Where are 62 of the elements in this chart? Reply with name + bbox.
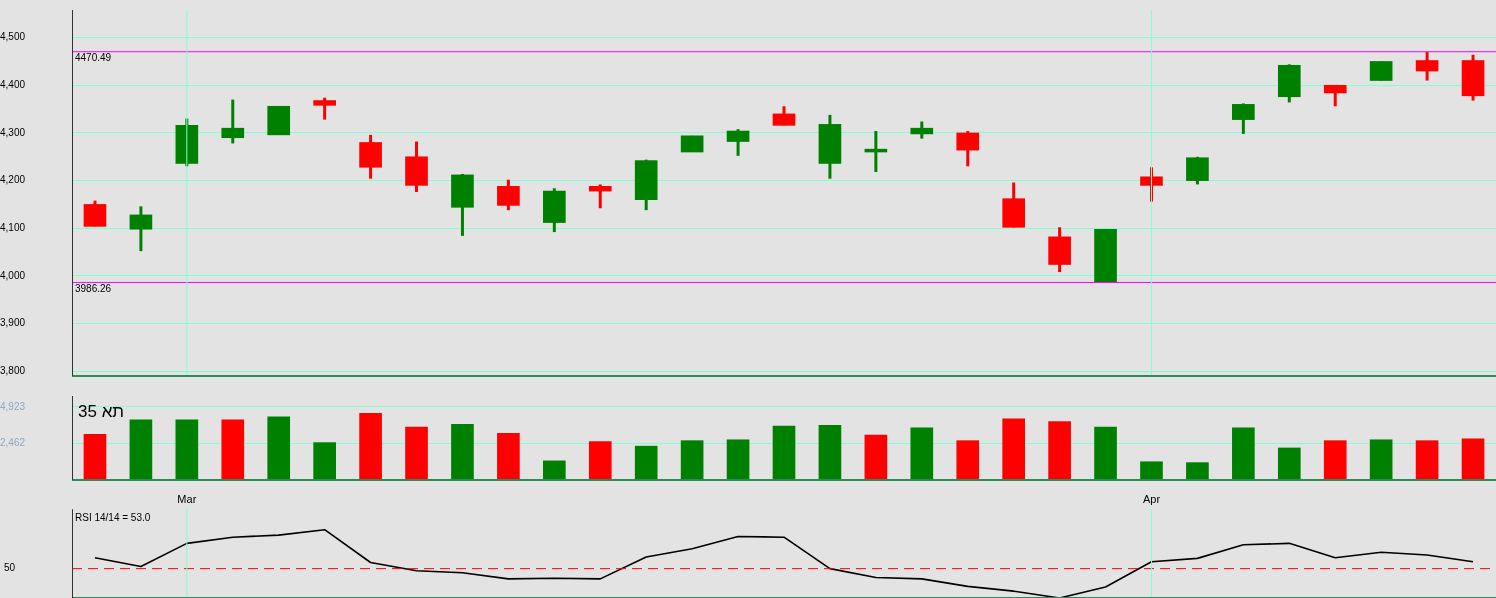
candlestick	[588, 184, 612, 209]
y-tick-label: 2,462	[0, 437, 26, 449]
candlestick	[1369, 61, 1393, 81]
y-tick-label: 3,800	[0, 364, 26, 376]
bar	[680, 440, 704, 480]
bar	[497, 433, 520, 480]
y-tick-label: 4,000	[0, 269, 26, 281]
bar	[267, 416, 291, 480]
bar	[1323, 440, 1347, 480]
candlestick	[313, 97, 336, 120]
bar	[129, 419, 153, 480]
text: RSI 14/14 = 53.0	[75, 511, 151, 523]
bar	[818, 424, 842, 480]
bar	[588, 441, 612, 480]
chart-title: תא 35	[78, 402, 125, 422]
candlestick	[956, 131, 980, 167]
bar	[1002, 418, 1026, 480]
bar	[405, 426, 428, 480]
bar	[956, 440, 980, 480]
bar	[1048, 421, 1071, 480]
bar	[772, 425, 796, 480]
bar	[726, 439, 750, 480]
bar	[634, 445, 658, 480]
bar	[451, 424, 474, 480]
candlestick	[1415, 51, 1439, 81]
bar	[313, 442, 336, 480]
x-tick-label: Apr	[1142, 492, 1161, 505]
candlestick	[497, 179, 520, 212]
candlestick	[83, 200, 107, 227]
y-tick-label: 4,500	[0, 31, 26, 43]
candlestick	[221, 99, 245, 144]
candlestick	[772, 106, 796, 126]
bar	[1277, 447, 1301, 480]
candlestick	[1186, 155, 1209, 185]
bar	[1461, 438, 1485, 480]
x-tick-label: Mar	[177, 492, 197, 505]
ref-line-label: 4470.49	[75, 52, 112, 64]
bar	[1415, 440, 1439, 480]
bar	[175, 419, 199, 480]
bar	[1369, 439, 1393, 480]
bar	[1094, 426, 1117, 480]
y-tick-label: 4,200	[0, 174, 26, 186]
bar	[83, 433, 107, 480]
bar	[1186, 462, 1209, 480]
bar	[864, 434, 888, 480]
bar	[542, 460, 566, 480]
bar	[1140, 461, 1163, 480]
y-tick-label: 3,900	[0, 317, 26, 329]
bar	[1232, 427, 1255, 480]
candlestick	[1232, 103, 1255, 134]
y-tick-label: 4,300	[0, 126, 26, 138]
candlestick	[129, 206, 153, 253]
ref-line-label: 3986.26	[75, 283, 112, 295]
y-tick-label: 4,400	[0, 79, 26, 91]
bar	[910, 427, 934, 480]
bar	[359, 413, 382, 480]
bar	[221, 419, 245, 480]
candlestick	[726, 129, 750, 156]
candlestick	[1323, 84, 1347, 107]
y-tick-label: 4,923	[0, 400, 26, 412]
y-tick-label: 4,100	[0, 222, 26, 234]
text: 50	[4, 562, 16, 574]
